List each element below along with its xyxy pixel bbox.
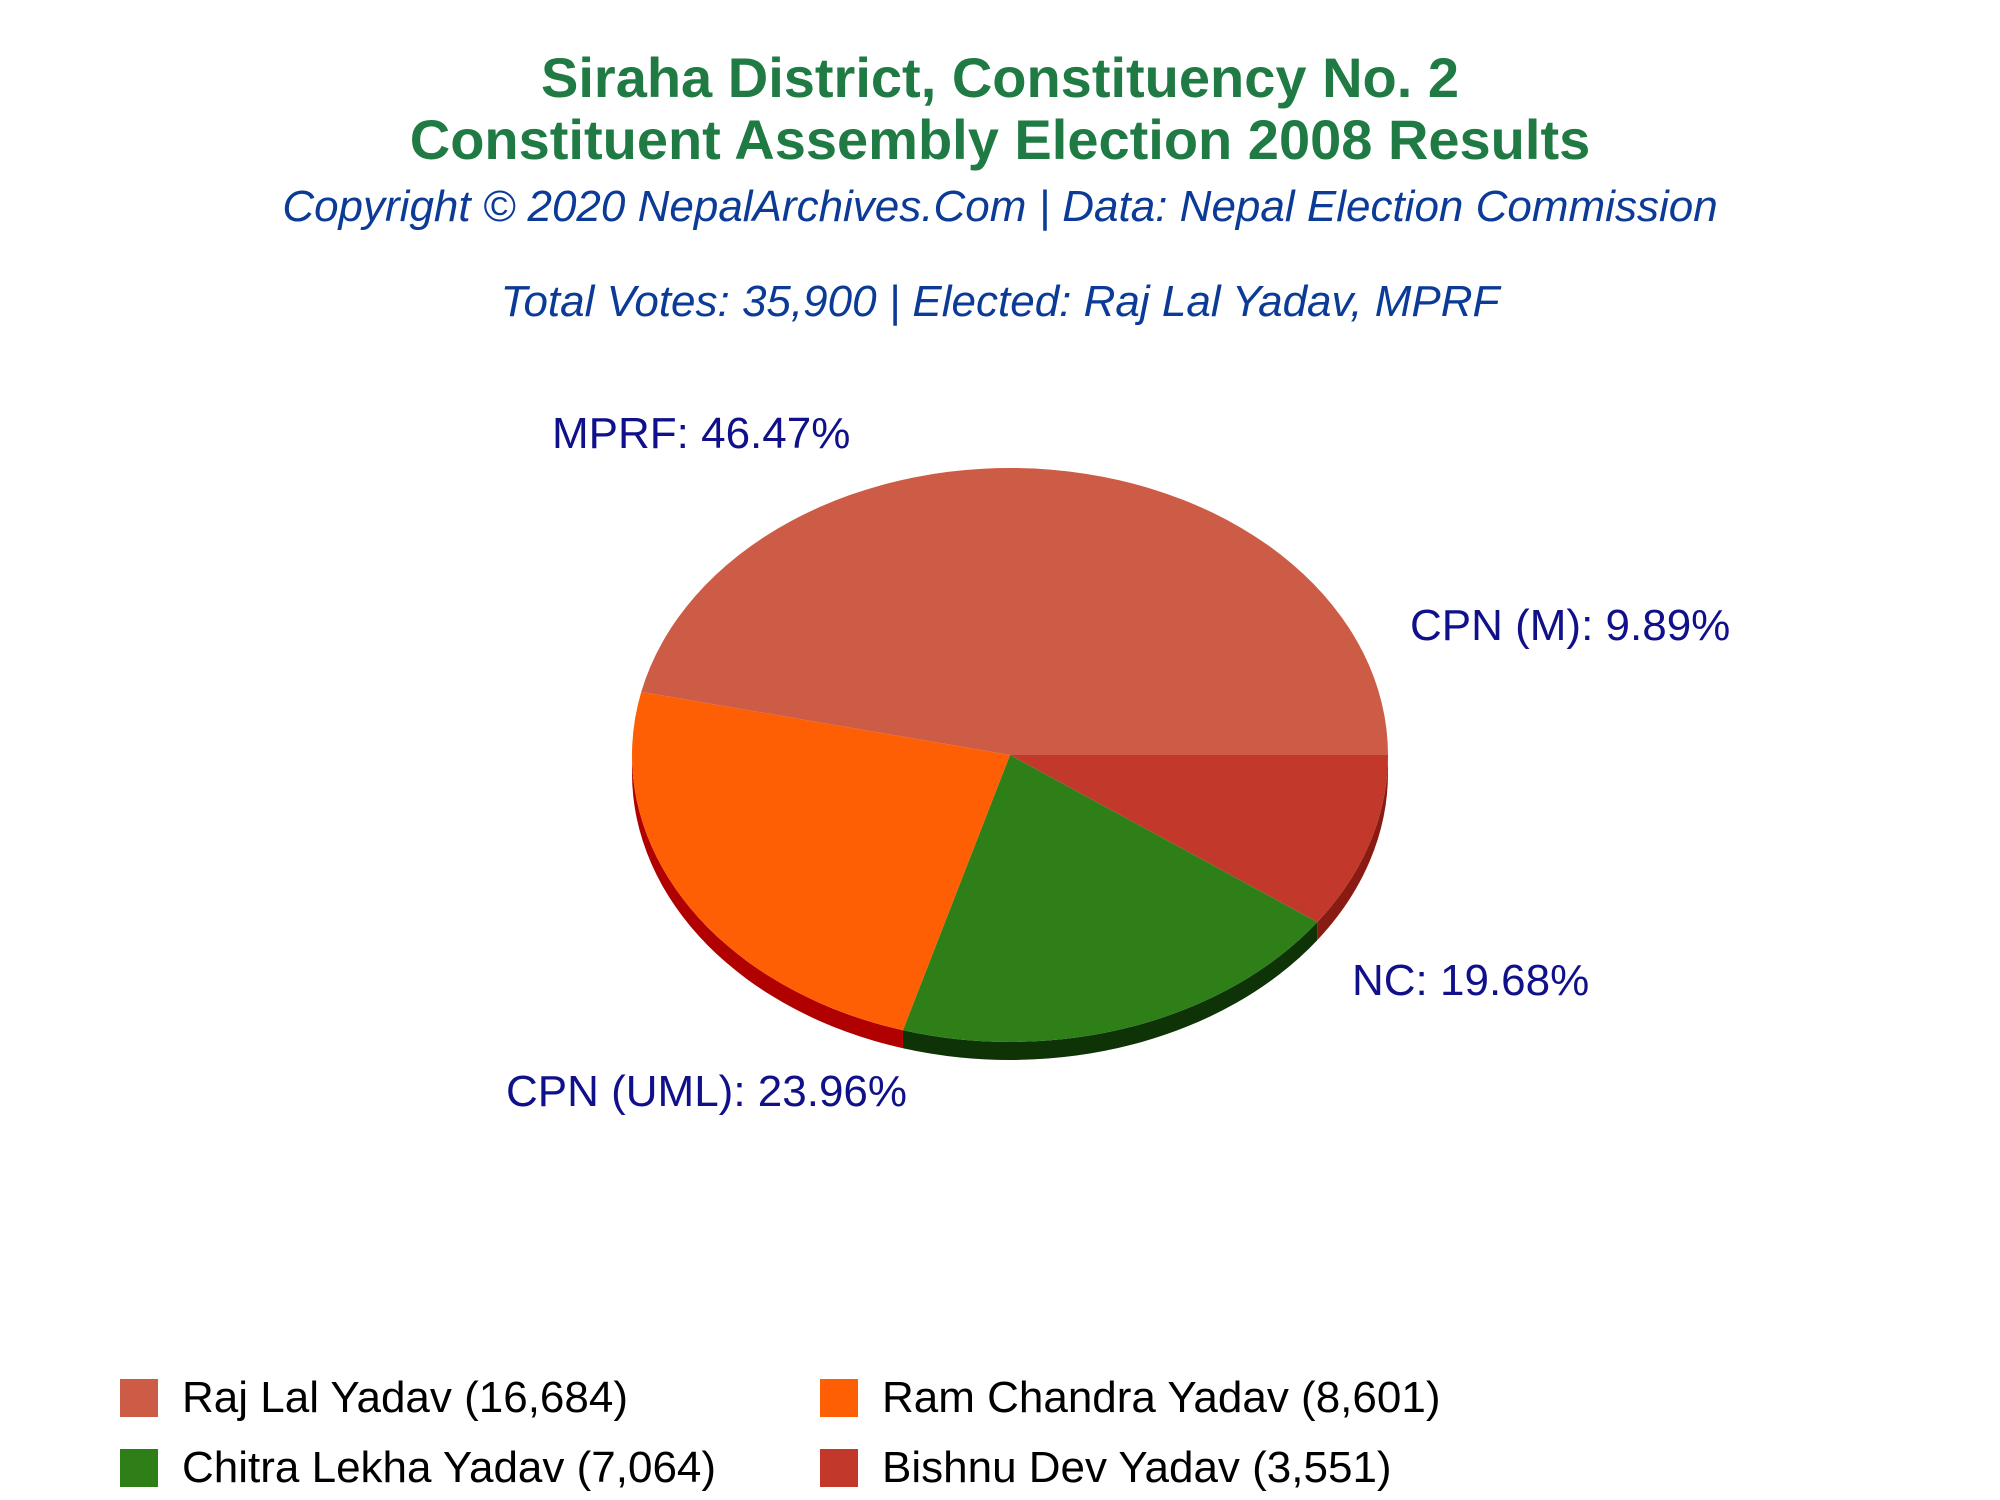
chart-title-line-2: Constituent Assembly Election 2008 Resul… bbox=[409, 108, 1591, 171]
legend-item-ram-chandra-yadav: Ram Chandra Yadav (8,601) bbox=[820, 1372, 1520, 1424]
legend-swatch-chitra-lekha-yadav bbox=[120, 1449, 158, 1487]
copyright-text: Copyright © 2020 NepalArchives.Com | Dat… bbox=[282, 182, 1718, 231]
pie-label-cpn-uml-: CPN (UML): 23.96% bbox=[506, 1067, 907, 1116]
pie-slice-mprf bbox=[641, 468, 1388, 755]
legend-item-chitra-lekha-yadav: Chitra Lekha Yadav (7,064) bbox=[120, 1442, 820, 1494]
legend-label-raj-lal-yadav: Raj Lal Yadav (16,684) bbox=[182, 1373, 628, 1422]
legend-label-chitra-lekha-yadav: Chitra Lekha Yadav (7,064) bbox=[182, 1443, 717, 1492]
legend-item-raj-lal-yadav: Raj Lal Yadav (16,684) bbox=[120, 1372, 820, 1424]
pie-slice-cpn-m- bbox=[1010, 755, 1388, 923]
pie-depth-cpn-m- bbox=[1317, 755, 1388, 941]
pie-slice-nc bbox=[902, 755, 1318, 1042]
chart-legend: Raj Lal Yadav (16,684) Ram Chandra Yadav… bbox=[120, 1372, 1520, 1494]
pie-slice-cpn-uml- bbox=[631, 691, 1010, 1031]
legend-swatch-raj-lal-yadav bbox=[120, 1379, 158, 1417]
legend-swatch-bishnu-dev-yadav bbox=[820, 1449, 858, 1487]
pie-label-mprf: MPRF: 46.47% bbox=[552, 409, 850, 458]
legend-item-bishnu-dev-yadav: Bishnu Dev Yadav (3,551) bbox=[820, 1442, 1520, 1494]
pie-depth-nc bbox=[902, 922, 1318, 1060]
legend-label-bishnu-dev-yadav: Bishnu Dev Yadav (3,551) bbox=[882, 1443, 1392, 1492]
chart-title-line-1: Siraha District, Constituency No. 2 bbox=[541, 46, 1459, 109]
legend-label-ram-chandra-yadav: Ram Chandra Yadav (8,601) bbox=[882, 1373, 1441, 1422]
legend-swatch-ram-chandra-yadav bbox=[820, 1379, 858, 1417]
pie-label-cpn-m-: CPN (M): 9.89% bbox=[1410, 601, 1730, 650]
pie-label-nc: NC: 19.68% bbox=[1352, 956, 1589, 1005]
pie-depth-cpn-uml- bbox=[632, 755, 903, 1049]
summary-text: Total Votes: 35,900 | Elected: Raj Lal Y… bbox=[500, 277, 1500, 326]
